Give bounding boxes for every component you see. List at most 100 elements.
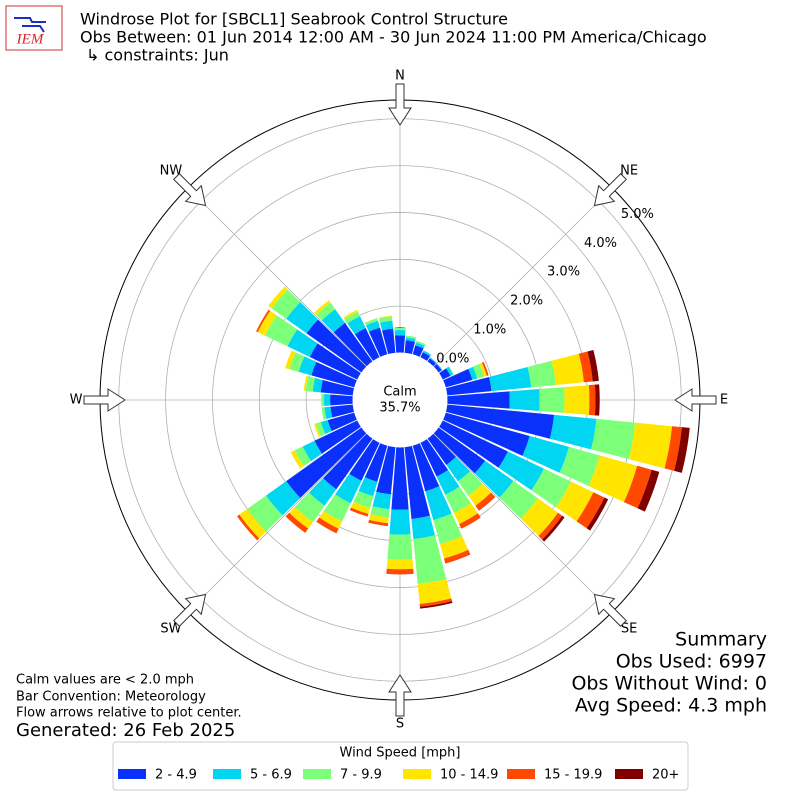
bar-segment [417, 578, 452, 604]
bar-segment [386, 568, 414, 575]
r-tick-label: 4.0% [584, 236, 617, 251]
bar-segment [285, 350, 296, 370]
bar-segment [531, 468, 571, 508]
summary: Avg Speed: 4.3 mph [575, 695, 767, 717]
legend-swatch [213, 769, 241, 779]
flow-arrow [83, 388, 126, 412]
bar-segment [314, 300, 331, 315]
bar-segment [394, 330, 406, 336]
bar-segment [459, 513, 481, 529]
bar-segment [289, 507, 313, 529]
bar-segment [445, 404, 555, 439]
bar-segment [312, 378, 323, 393]
bar-segment [344, 311, 360, 324]
bar-segment [468, 483, 492, 506]
bar-segment [382, 328, 396, 355]
r-tick-label: 3.0% [547, 265, 580, 280]
bar-segment [256, 309, 271, 333]
bar-segment [664, 426, 682, 471]
bar-segment [372, 491, 391, 510]
note: Bar Convention: Meteorology [16, 690, 206, 705]
bar-segment [343, 309, 358, 320]
bar-segment [419, 598, 453, 607]
bar-segment [268, 286, 288, 309]
bar-segment [520, 498, 559, 537]
bar-segment [422, 350, 432, 357]
spoke [187, 432, 368, 613]
bar-segment [468, 366, 478, 380]
bar-segment [439, 536, 469, 559]
bar-segment [387, 534, 413, 560]
bar-segment [475, 492, 496, 511]
bar-segment [481, 361, 489, 376]
legend-label: 15 - 19.9 [544, 768, 602, 783]
compass-label: SE [621, 622, 637, 637]
bar-segment [559, 446, 600, 486]
bar-segment [330, 404, 355, 418]
bar-segment [415, 342, 425, 349]
bar-segment [427, 433, 456, 465]
bar-segment [311, 361, 358, 388]
bar-segment [335, 473, 362, 504]
bar-segment [305, 376, 316, 392]
bar-segment [420, 352, 431, 362]
flow-arrow [173, 173, 207, 207]
bar-segment [446, 456, 471, 482]
bar-segment [405, 337, 416, 342]
bar-segment [594, 384, 600, 416]
bar-segment [303, 375, 309, 391]
bar-segment [321, 407, 327, 420]
bar-segment [391, 446, 409, 510]
bar-segment [394, 335, 406, 354]
bar-segment [412, 345, 424, 358]
bar-segment [349, 507, 369, 517]
compass-label: SW [160, 622, 181, 637]
bar-segment [509, 389, 540, 411]
bar-segment [294, 446, 312, 467]
bar-segment [425, 486, 452, 521]
bar-segment [286, 427, 367, 498]
bar-segment [358, 477, 378, 497]
flow-arrow [674, 388, 717, 412]
bar-segment [411, 515, 435, 540]
r-tick-label: 1.0% [473, 322, 506, 337]
bar-segment [415, 340, 426, 346]
compass-label: S [396, 717, 404, 732]
bar-segment [442, 368, 473, 388]
bar-segment [350, 502, 371, 514]
bar-segment [309, 343, 362, 380]
bar-segment [637, 469, 660, 512]
spoke [187, 187, 368, 368]
note: Calm values are < 2.0 mph [16, 673, 194, 688]
bar-segment [436, 363, 443, 371]
bar-segment [327, 412, 358, 432]
bar-segment [316, 517, 339, 534]
legend-swatch [507, 769, 535, 779]
bar-segment [448, 366, 454, 375]
legend-swatch [118, 769, 146, 779]
bar-segment [549, 414, 597, 450]
bar-segment [320, 420, 332, 435]
legend-swatch [303, 769, 331, 779]
legend-label: 10 - 14.9 [440, 768, 498, 783]
bar-segment [473, 363, 485, 379]
logo-icon [14, 17, 46, 33]
bar-segment [404, 340, 416, 355]
logo-frame [5, 5, 63, 51]
bar-segment [286, 302, 319, 334]
bar-segment [445, 486, 471, 514]
bar-segment [247, 495, 283, 532]
bar-segment [378, 316, 393, 323]
bar-segment [308, 478, 337, 506]
legend-title: Wind Speed [mph] [340, 746, 461, 761]
bar-segment [239, 508, 267, 539]
bar-segment [368, 513, 389, 524]
bar-segment [453, 503, 478, 525]
bar-segment [578, 351, 593, 383]
bar-segment [264, 315, 298, 347]
bar-segment [674, 427, 690, 473]
calm-label: Calm [383, 385, 416, 400]
bar-segment [306, 319, 367, 373]
bar-segment [347, 316, 366, 335]
bar-segment [302, 440, 322, 462]
